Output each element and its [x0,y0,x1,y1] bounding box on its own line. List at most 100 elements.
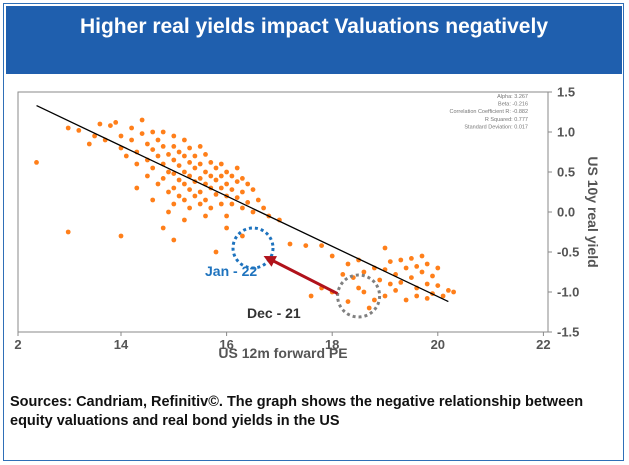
data-point [65,229,71,235]
data-point [171,185,177,191]
data-point [76,127,82,133]
data-point [160,176,166,181]
jan-22-label: Jan - 22 [205,263,257,279]
y-tick-label: 1.5 [557,85,575,100]
data-point [182,153,187,159]
stats-line: R Squared: 0.777 [485,117,528,123]
x-tick-label: 18 [325,337,339,352]
data-point [97,121,103,127]
data-point [366,305,372,311]
y-axis-label: US 10y real yield [585,156,601,267]
data-point [229,187,235,193]
data-point [250,187,256,193]
data-point [409,275,414,280]
data-point [245,200,251,205]
data-point [171,201,177,207]
data-point [245,181,251,187]
x-tick-label: 20 [431,337,445,352]
data-point [197,201,203,207]
data-point [435,283,441,288]
data-point [155,181,161,187]
data-point [118,233,124,239]
data-point [218,201,224,207]
data-point [340,272,346,277]
data-point [308,293,314,299]
data-point [155,153,161,159]
data-point [160,225,166,231]
overlay-layer [36,105,449,319]
data-point [171,157,177,163]
data-point [166,189,171,195]
data-point [65,125,71,131]
data-point [403,265,409,271]
data-point [213,165,219,171]
data-point [182,197,187,203]
y-tick-label: -0.5 [557,245,579,260]
data-point [387,259,393,264]
data-point [403,297,409,303]
data-point [160,129,166,135]
data-point [129,137,135,143]
dec-21-circle [336,273,382,319]
data-point [240,176,245,181]
data-point [208,173,214,179]
arrow-head [263,256,277,267]
data-point [224,181,230,187]
data-point [171,133,177,139]
data-point [303,243,309,249]
data-point [234,165,240,171]
data-point [176,177,182,183]
title-bar: Higher real yields impact Valuations neg… [6,6,622,74]
data-point [240,233,245,239]
data-point [34,160,39,165]
data-point [176,193,182,199]
data-point [197,144,203,149]
data-point [197,189,203,195]
data-point [329,253,335,259]
data-point [182,169,187,175]
data-point [150,147,156,153]
data-point [92,133,97,139]
data-point [171,171,177,177]
stats-line: Standard Deviation: 0.017 [464,124,528,130]
data-point [218,161,224,167]
data-point [345,299,351,304]
data-point [150,129,156,135]
data-point [229,173,235,179]
data-point [171,237,177,243]
data-point [150,197,156,203]
data-point [208,205,214,211]
data-point [451,289,456,295]
data-point [134,161,140,167]
x-tick-label: 2 [14,337,21,352]
data-point [139,131,145,137]
data-point [160,144,166,149]
data-point [192,165,198,171]
data-point [356,285,361,291]
data-point [409,256,414,261]
x-axis-label: US 12m forward PE [218,345,347,361]
data-point [203,197,208,203]
data-point [424,261,430,267]
data-point [377,277,383,283]
stats-line: Beta: -0.216 [498,102,528,108]
stats-line: Alpha: 3.267 [497,94,528,100]
chart-title: Higher real yields impact Valuations neg… [79,15,548,38]
data-point [213,177,219,183]
data-point [213,249,219,255]
data-point [240,205,245,211]
data-point [424,296,430,301]
source-note: Sources: Candriam, Refinitiv©. The graph… [10,394,584,429]
data-point [424,281,430,287]
x-tick-label: 22 [536,337,550,352]
y-tick-label: 1.0 [557,125,575,140]
data-point [203,152,208,157]
data-point [229,201,235,207]
data-point [166,169,171,175]
data-point [192,193,198,199]
data-point [145,141,150,147]
data-point [187,145,193,151]
data-point [250,209,256,215]
y-tick-label: -1.5 [557,325,579,340]
data-point [419,253,425,259]
